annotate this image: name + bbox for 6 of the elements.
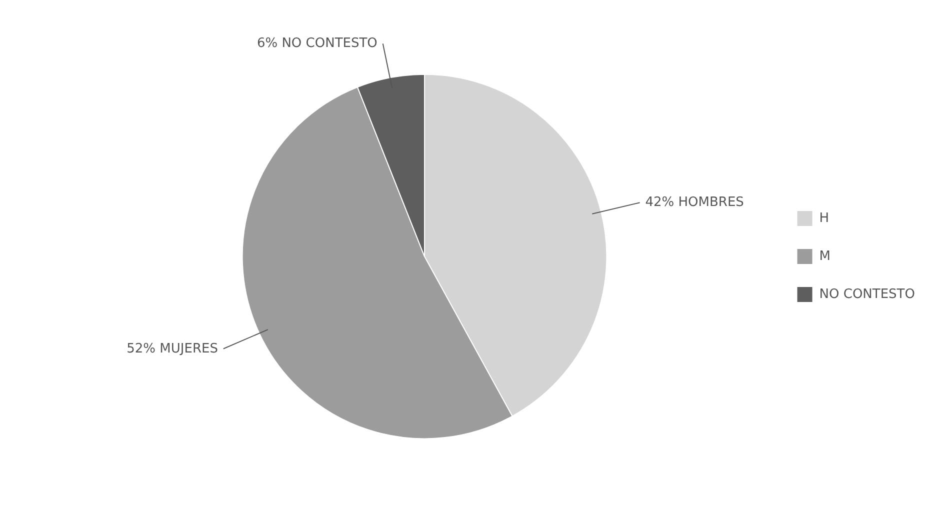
legend-label: H xyxy=(819,210,830,226)
legend-label: NO CONTESTO xyxy=(819,286,915,302)
data-label: 42% HOMBRES xyxy=(645,195,744,210)
legend-label: M xyxy=(819,248,832,264)
data-label: 52% MUJERES xyxy=(126,341,218,356)
data-label: 6% NO CONTESTO xyxy=(256,36,378,52)
